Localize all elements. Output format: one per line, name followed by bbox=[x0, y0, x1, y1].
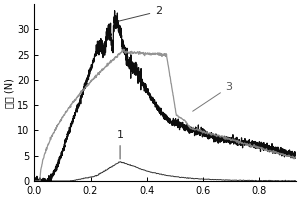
Text: 1: 1 bbox=[117, 130, 124, 159]
Y-axis label: 载荷 (N): 载荷 (N) bbox=[4, 78, 14, 108]
Text: 3: 3 bbox=[193, 82, 232, 111]
Text: 2: 2 bbox=[118, 6, 162, 21]
